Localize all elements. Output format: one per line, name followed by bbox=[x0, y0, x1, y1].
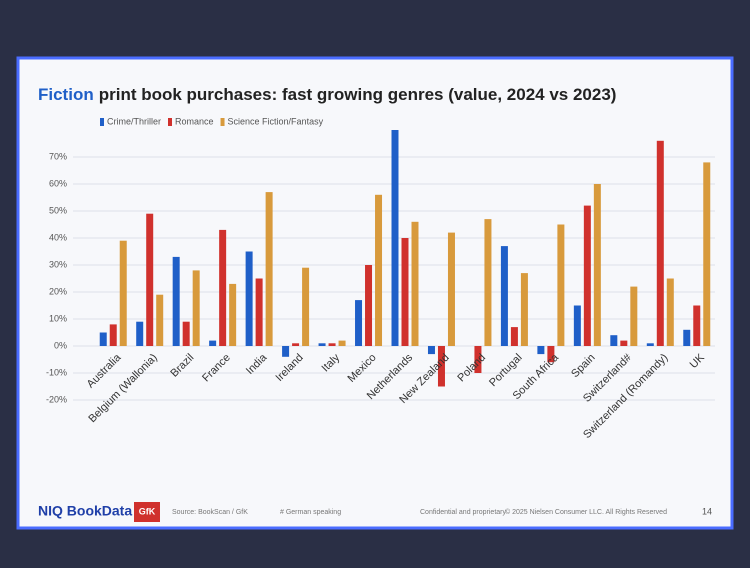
legend-swatch bbox=[220, 118, 225, 126]
footer-brand: NIQ BookData bbox=[38, 503, 132, 519]
legend-swatch bbox=[100, 118, 104, 126]
bar bbox=[683, 329, 691, 346]
title-lead: Fiction bbox=[38, 85, 94, 104]
bar bbox=[557, 224, 565, 346]
y-tick-label: 40% bbox=[49, 232, 67, 242]
bar bbox=[537, 346, 545, 355]
bar bbox=[646, 343, 654, 346]
bar bbox=[411, 221, 419, 346]
bar bbox=[484, 219, 492, 346]
y-tick-label: 10% bbox=[49, 313, 67, 323]
bar bbox=[693, 305, 701, 346]
bar bbox=[547, 346, 555, 363]
bar bbox=[427, 346, 435, 355]
bar bbox=[209, 340, 217, 346]
footer-page: 14 bbox=[702, 506, 712, 516]
footer-copyright: © 2025 Nielsen Consumer LLC. All Rights … bbox=[505, 508, 667, 516]
bar bbox=[510, 327, 518, 346]
bar bbox=[437, 346, 445, 387]
bar bbox=[573, 305, 581, 346]
bar bbox=[146, 213, 154, 346]
bar bbox=[391, 130, 399, 346]
slide bbox=[16, 56, 734, 530]
footer-partner: GfK bbox=[139, 506, 156, 516]
y-tick-label: 50% bbox=[49, 205, 67, 215]
bar bbox=[119, 240, 127, 346]
bar bbox=[610, 335, 618, 346]
bar bbox=[99, 332, 107, 346]
chart-title: Fiction print book purchases: fast growin… bbox=[38, 85, 616, 104]
bar bbox=[156, 294, 164, 346]
bar bbox=[666, 278, 674, 346]
bar bbox=[245, 251, 253, 346]
bar bbox=[192, 270, 200, 346]
bar bbox=[338, 340, 346, 346]
y-tick-label: 60% bbox=[49, 178, 67, 188]
bar bbox=[172, 256, 180, 346]
bar bbox=[109, 324, 117, 346]
bar bbox=[282, 346, 290, 357]
bar bbox=[328, 343, 336, 346]
bar bbox=[219, 229, 227, 346]
bar bbox=[375, 194, 383, 346]
bar bbox=[630, 286, 638, 346]
partner-logo bbox=[134, 502, 160, 522]
y-tick-label: -10% bbox=[46, 367, 67, 377]
legend-label: Science Fiction/Fantasy bbox=[228, 116, 324, 126]
y-tick-label: 30% bbox=[49, 259, 67, 269]
bar bbox=[292, 343, 300, 346]
legend-label: Crime/Thriller bbox=[107, 116, 161, 126]
bar bbox=[136, 321, 144, 346]
bar bbox=[500, 246, 508, 346]
bar bbox=[703, 162, 711, 346]
bar bbox=[474, 346, 482, 373]
bar bbox=[182, 321, 190, 346]
footer-source: Source: BookScan / GfK bbox=[172, 509, 248, 516]
y-tick-label: 20% bbox=[49, 286, 67, 296]
bar bbox=[229, 283, 237, 346]
y-tick-label: 70% bbox=[49, 151, 67, 161]
bar bbox=[520, 273, 528, 346]
legend-label: Romance bbox=[175, 116, 214, 126]
bar bbox=[401, 238, 409, 346]
legend-swatch bbox=[168, 118, 172, 126]
y-tick-label: 0% bbox=[54, 340, 67, 350]
title-text: print book purchases: fast growing genre… bbox=[99, 85, 617, 104]
bar bbox=[355, 300, 363, 346]
bar bbox=[365, 265, 373, 346]
bar bbox=[583, 205, 591, 346]
bar bbox=[265, 192, 273, 346]
bar bbox=[302, 267, 310, 346]
bar bbox=[656, 140, 664, 346]
bar bbox=[593, 184, 601, 346]
bar bbox=[447, 232, 455, 346]
y-tick-label: -20% bbox=[46, 394, 67, 404]
footer-confidential: Confidential and proprietary bbox=[420, 509, 506, 516]
bar bbox=[255, 278, 263, 346]
bar bbox=[620, 340, 628, 346]
footer-note: # German speaking bbox=[280, 509, 341, 516]
bar bbox=[318, 343, 326, 346]
